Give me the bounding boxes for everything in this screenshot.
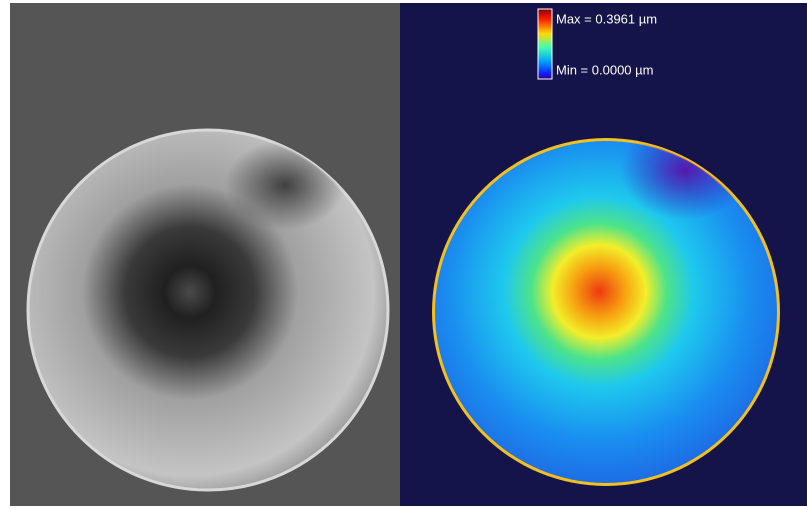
- page: Max = 0.3961 µm Min = 0.0000 µm (() => {…: [0, 0, 807, 508]
- legend-min: Min = 0.0000 µm: [556, 62, 653, 77]
- color-bar: [538, 9, 552, 79]
- legend-max: Max = 0.3961 µm: [556, 11, 657, 26]
- screenshot: Max = 0.3961 µm Min = 0.0000 µm: [0, 0, 807, 508]
